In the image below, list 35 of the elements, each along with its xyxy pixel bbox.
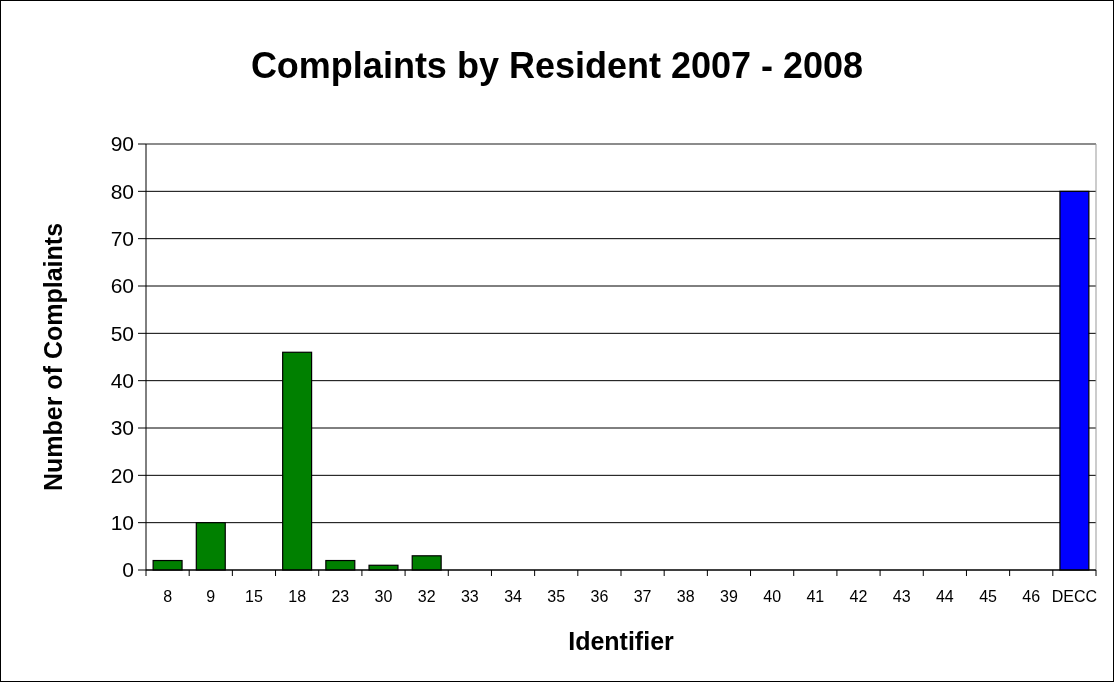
y-tick-label: 10 — [110, 511, 134, 535]
y-tick-label: 70 — [110, 227, 134, 251]
chart-title: Complaints by Resident 2007 - 2008 — [250, 45, 864, 86]
x-tick-label: 34 — [504, 588, 523, 605]
x-tick-label: 35 — [547, 588, 566, 605]
y-tick-label: 20 — [110, 463, 134, 487]
x-axis-title: Identifier — [568, 627, 675, 655]
x-tick-label: 23 — [331, 588, 350, 605]
y-tick-label: 30 — [110, 416, 134, 440]
x-tick-label: 18 — [288, 588, 307, 605]
x-tick-label: 43 — [892, 588, 911, 605]
y-tick-label: 80 — [110, 179, 134, 203]
x-tick-label: 15 — [245, 588, 263, 605]
x-tick-label: 8 — [163, 588, 173, 605]
x-tick-label: 46 — [1022, 588, 1041, 605]
y-tick-label: 50 — [110, 321, 134, 345]
x-tick-label: 40 — [763, 588, 782, 605]
x-tick-label: 9 — [206, 588, 216, 605]
x-tick-label: 41 — [806, 588, 825, 605]
y-axis-title: Number of Complaints — [39, 222, 67, 492]
x-tick-label: 36 — [590, 588, 609, 605]
y-tick-label: 0 — [122, 558, 134, 582]
x-tick-label: 39 — [720, 588, 738, 605]
x-tick-label: 32 — [417, 588, 436, 605]
x-tick-label: 45 — [979, 588, 998, 605]
x-tick-label: 37 — [633, 588, 652, 605]
x-tick-label: 44 — [935, 588, 954, 605]
x-tick-label: DECC — [1051, 588, 1098, 605]
x-tick-label: 38 — [676, 588, 695, 605]
y-tick-label: 40 — [110, 369, 134, 393]
y-tick-label: 60 — [110, 274, 134, 298]
x-tick-label: 33 — [460, 588, 479, 605]
y-tick-label: 90 — [110, 132, 134, 156]
x-tick-label: 42 — [849, 588, 868, 605]
x-tick-label: 30 — [374, 588, 393, 605]
